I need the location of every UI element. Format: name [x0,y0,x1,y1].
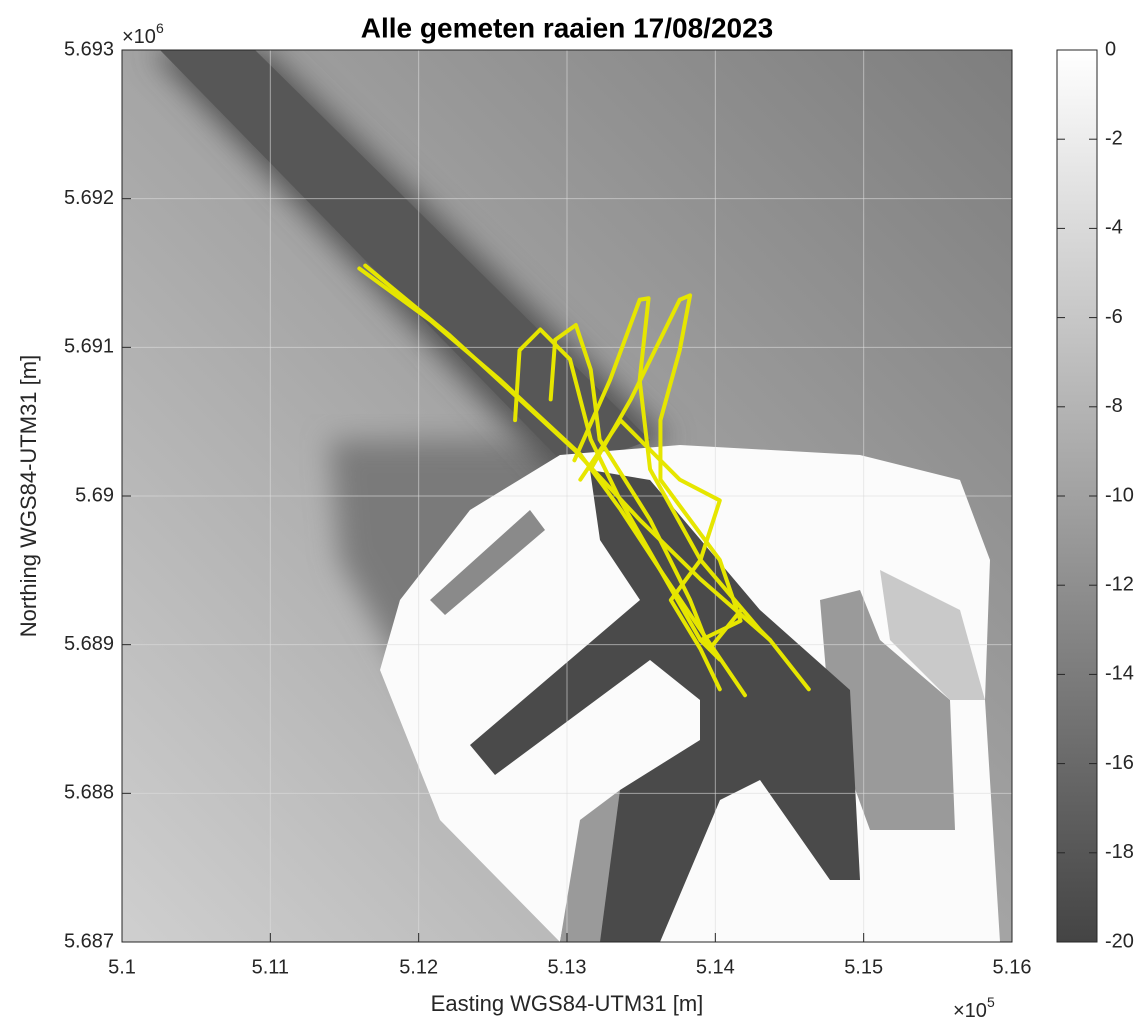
y-exponent-power: 6 [156,20,164,36]
track-line [588,293,743,643]
x-axis-label: Easting WGS84-UTM31 [m] [431,991,704,1016]
y-tick-label: 5.687 [64,930,114,952]
colorbar-tick-label: -14 [1105,663,1134,685]
colorbar-tick-label: -8 [1105,395,1123,417]
x-exponent: ×105 [953,994,995,1023]
y-axis-label: Northing WGS84-UTM31 [m] [16,355,41,637]
track-line [548,323,743,652]
colorbar-tick-label: -4 [1105,217,1123,239]
x-tick-label: 5.14 [696,956,735,978]
colorbar-tick-label: -18 [1105,841,1134,863]
colorbar-tick-label: -16 [1105,752,1134,774]
y-exponent: ×106 [122,20,164,49]
x-exponent-power: 5 [987,994,995,1010]
x-tick-label: 5.15 [844,956,883,978]
y-tick-label: 5.691 [64,336,114,358]
y-tick-label: 5.688 [64,782,114,804]
x-tick-label: 5.11 [252,956,289,978]
y-tick-label: 5.693 [64,38,114,60]
y-tick-label: 5.689 [64,633,114,655]
chart-title: Alle gemeten raaien 17/08/2023 [361,12,773,43]
x-exponent-base: ×10 [953,1000,987,1022]
colorbar-tick-label: 0 [1105,38,1116,60]
tracks [357,263,811,698]
y-tick-label: 5.692 [64,187,114,209]
y-tick-label: 5.69 [75,484,114,506]
y-exponent-base: ×10 [122,26,156,48]
x-tick-label: 5.16 [993,956,1032,978]
colorbar-tick-label: -10 [1105,484,1134,506]
track-line [578,418,722,692]
colorbar-tick-label: -12 [1105,573,1134,595]
track-line [513,327,722,662]
x-tick-label: 5.12 [399,956,438,978]
colorbar-tick-label: -6 [1105,306,1123,328]
colorbar-tick-label: -2 [1105,127,1123,149]
x-tick-label: 5.1 [108,956,136,978]
colorbar-tick-label: -20 [1105,930,1134,952]
x-tick-label: 5.13 [548,956,587,978]
